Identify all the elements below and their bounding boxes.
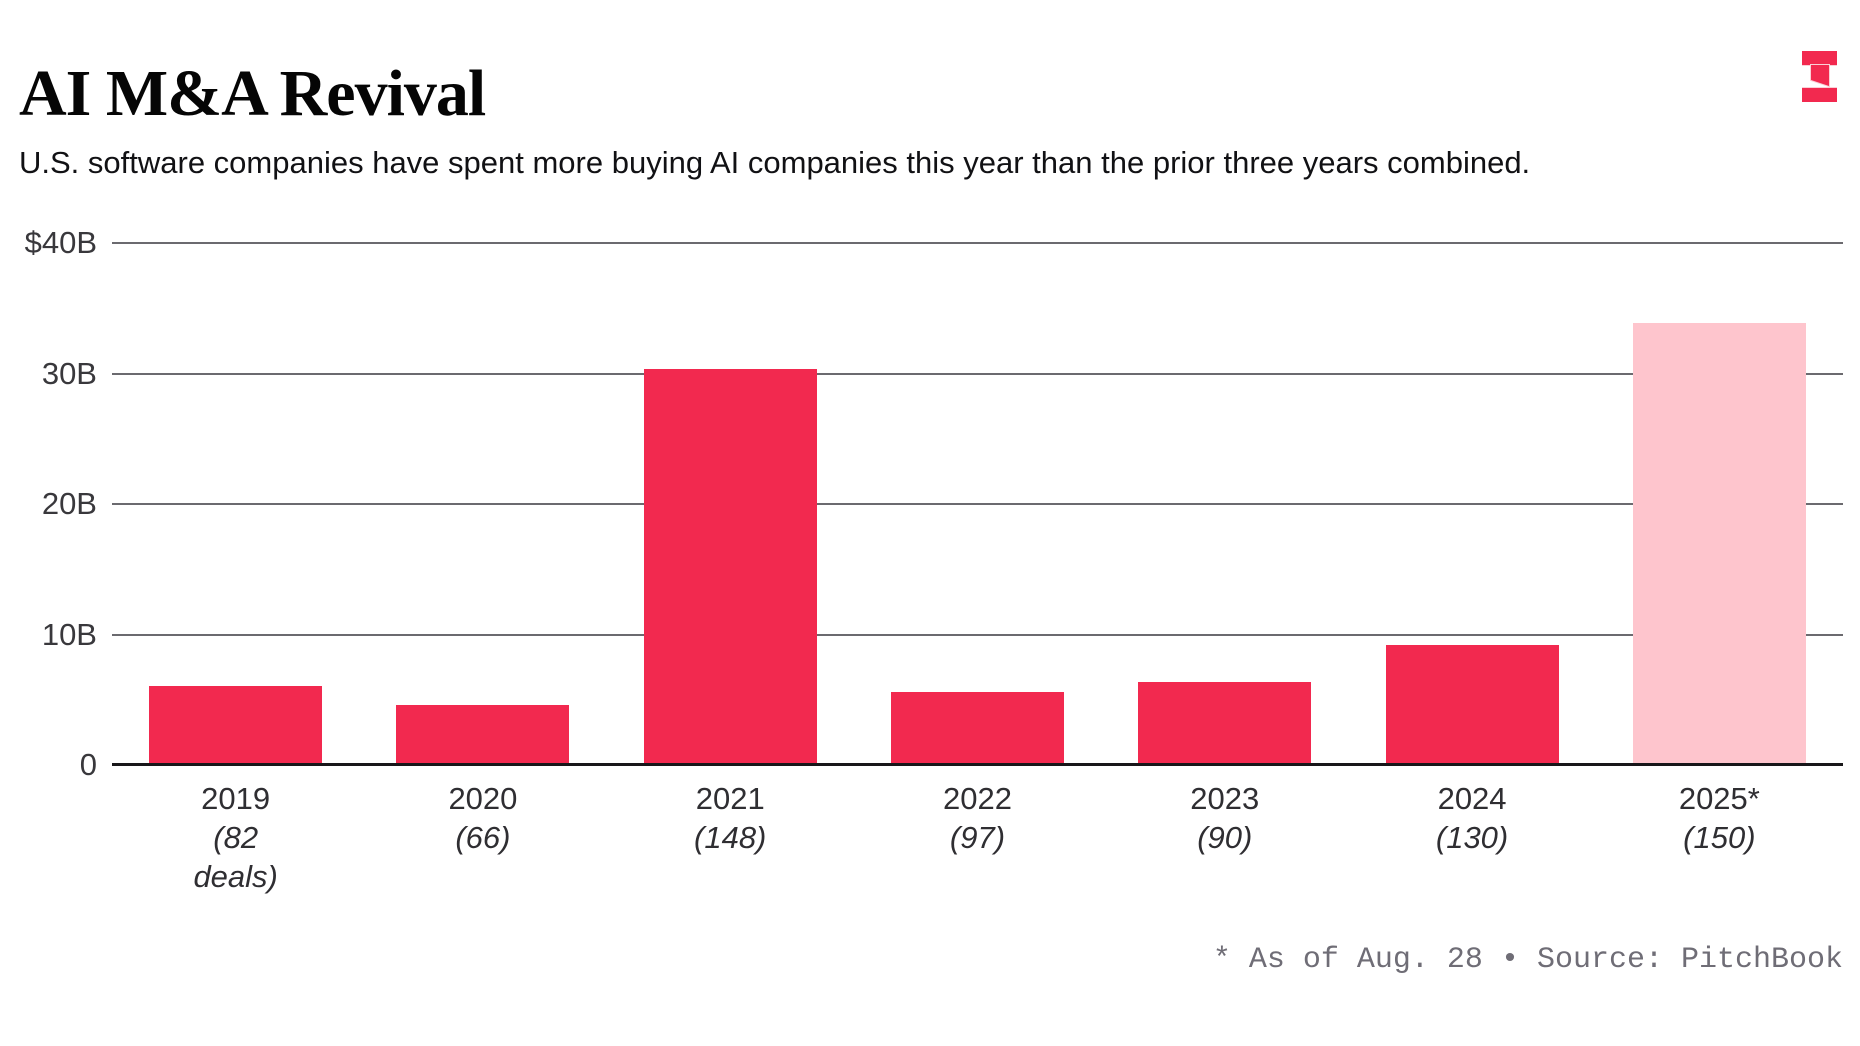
y-tick-label-40: $40B	[24, 225, 97, 260]
y-tick-label-20: 20B	[41, 486, 97, 521]
the-information-logo-icon	[1802, 51, 1837, 102]
y-tick-label-10: 10B	[41, 616, 97, 652]
deal-count-label: (150)	[1683, 820, 1756, 855]
y-tick-label-0: 0	[79, 747, 97, 782]
year-label: 2020	[448, 781, 518, 816]
gridline-40	[112, 242, 1843, 244]
x-tick-label-2022: 2022 (97)	[848, 779, 1108, 857]
deal-count-label: (148)	[694, 820, 767, 855]
y-axis: $40B 30B 20B 10B 0	[0, 225, 97, 782]
bar-2024	[1385, 645, 1559, 764]
gridline-20	[112, 503, 1843, 505]
deal-count-label: (97)	[949, 820, 1006, 855]
plot-area	[112, 242, 1843, 766]
year-label: 2024	[1437, 781, 1507, 816]
x-tick-label-2021: 2021 (148)	[600, 779, 860, 857]
x-tick-label-2023: 2023 (90)	[1095, 779, 1355, 857]
deal-count-label: (130)	[1435, 820, 1509, 855]
x-tick-label-2025: 2025* (150)	[1589, 779, 1849, 857]
gridline-10	[112, 633, 1843, 636]
x-tick-label-2020: 2020 (66)	[353, 779, 613, 857]
deal-count-label: (90)	[1197, 820, 1253, 855]
x-tick-label-2024: 2024 (130)	[1342, 779, 1602, 857]
x-axis-baseline	[112, 763, 1843, 766]
source-note: * As of Aug. 28 • Source: PitchBook	[1212, 943, 1843, 977]
year-label: 2023	[1190, 781, 1260, 816]
x-axis: 2019 (82 deals) 2020 (66) 2021 (148) 2022 (97) 20…	[112, 779, 1843, 919]
year-label: 2022	[943, 781, 1012, 816]
y-tick-label-30: 30B	[41, 355, 97, 391]
x-tick-label-2019: 2019 (82 deals)	[106, 779, 366, 896]
year-label: 2021	[695, 781, 765, 816]
page-subtitle: U.S. software companies have spent more …	[19, 145, 1531, 180]
year-label: 2019	[201, 781, 271, 816]
bar-2020	[396, 705, 570, 764]
gridline-30	[112, 372, 1843, 375]
bar-2023	[1138, 681, 1312, 764]
bar-2025	[1632, 322, 1806, 764]
deal-count-label: deals)	[193, 859, 278, 894]
bar-2019	[149, 685, 323, 764]
page-title: AI M&A Revival	[19, 57, 486, 130]
deal-count-label: (66)	[455, 820, 511, 855]
deal-count-label: (82	[213, 820, 259, 855]
year-label: 2025*	[1678, 781, 1760, 816]
bar-2021	[643, 368, 817, 764]
bar-2022	[891, 692, 1064, 764]
